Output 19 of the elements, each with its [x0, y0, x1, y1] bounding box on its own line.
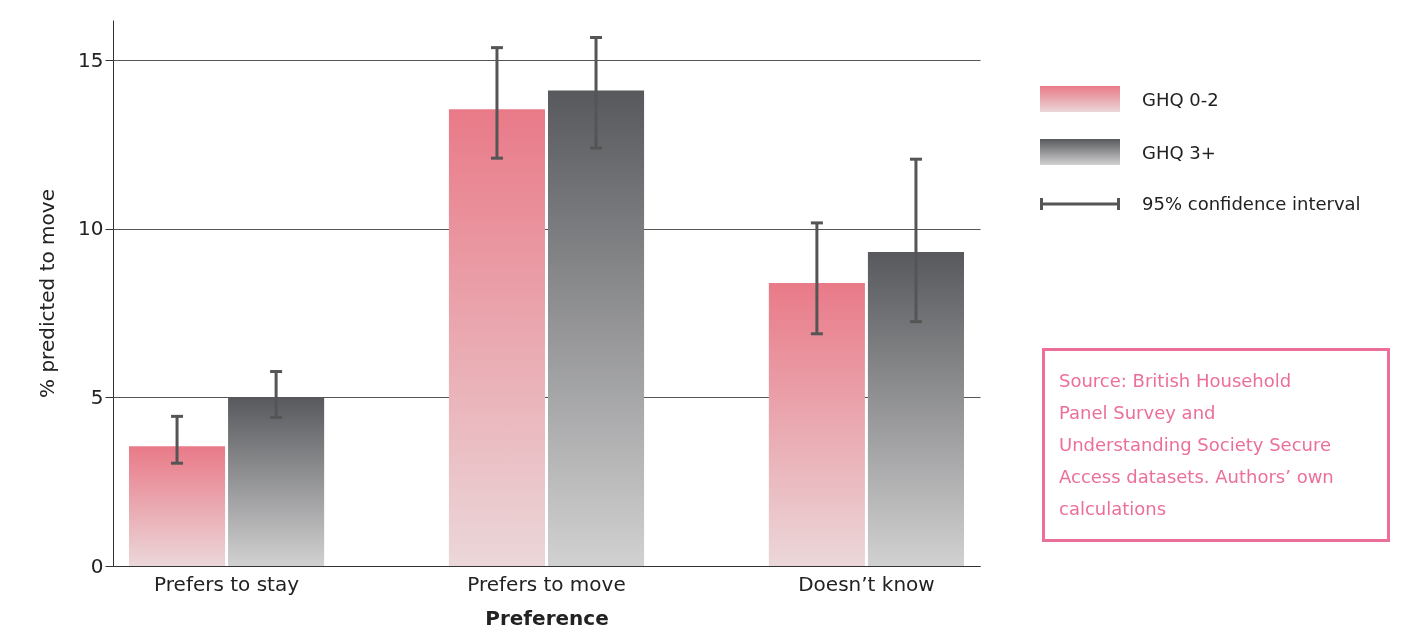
x-tick-label: Doesn’t know	[798, 571, 935, 596]
bar	[867, 251, 964, 566]
bar	[547, 90, 645, 566]
y-axis-title: % predicted to move	[35, 189, 60, 398]
source-note: Source: British Household Panel Survey and Understanding Society Secure Access datasets. Authors’ own calculations	[1042, 348, 1390, 542]
bar	[768, 282, 865, 566]
bar	[129, 446, 226, 566]
y-tick-label: 15	[78, 47, 104, 72]
x-tick-label: Prefers to stay	[154, 571, 300, 596]
y-tick-label: 5	[90, 384, 104, 409]
y-tick-label: 10	[78, 216, 104, 241]
text: 95% confidence interval	[1142, 193, 1361, 214]
legend-label: GHQ 3+	[1142, 141, 1216, 163]
x-tick-label: Prefers to move	[467, 571, 626, 596]
y-tick-label: 0	[90, 553, 104, 578]
legend-label: GHQ 0-2	[1142, 88, 1219, 110]
bar	[228, 397, 325, 566]
x-axis-title: Preference	[485, 605, 609, 630]
bar	[448, 109, 546, 566]
